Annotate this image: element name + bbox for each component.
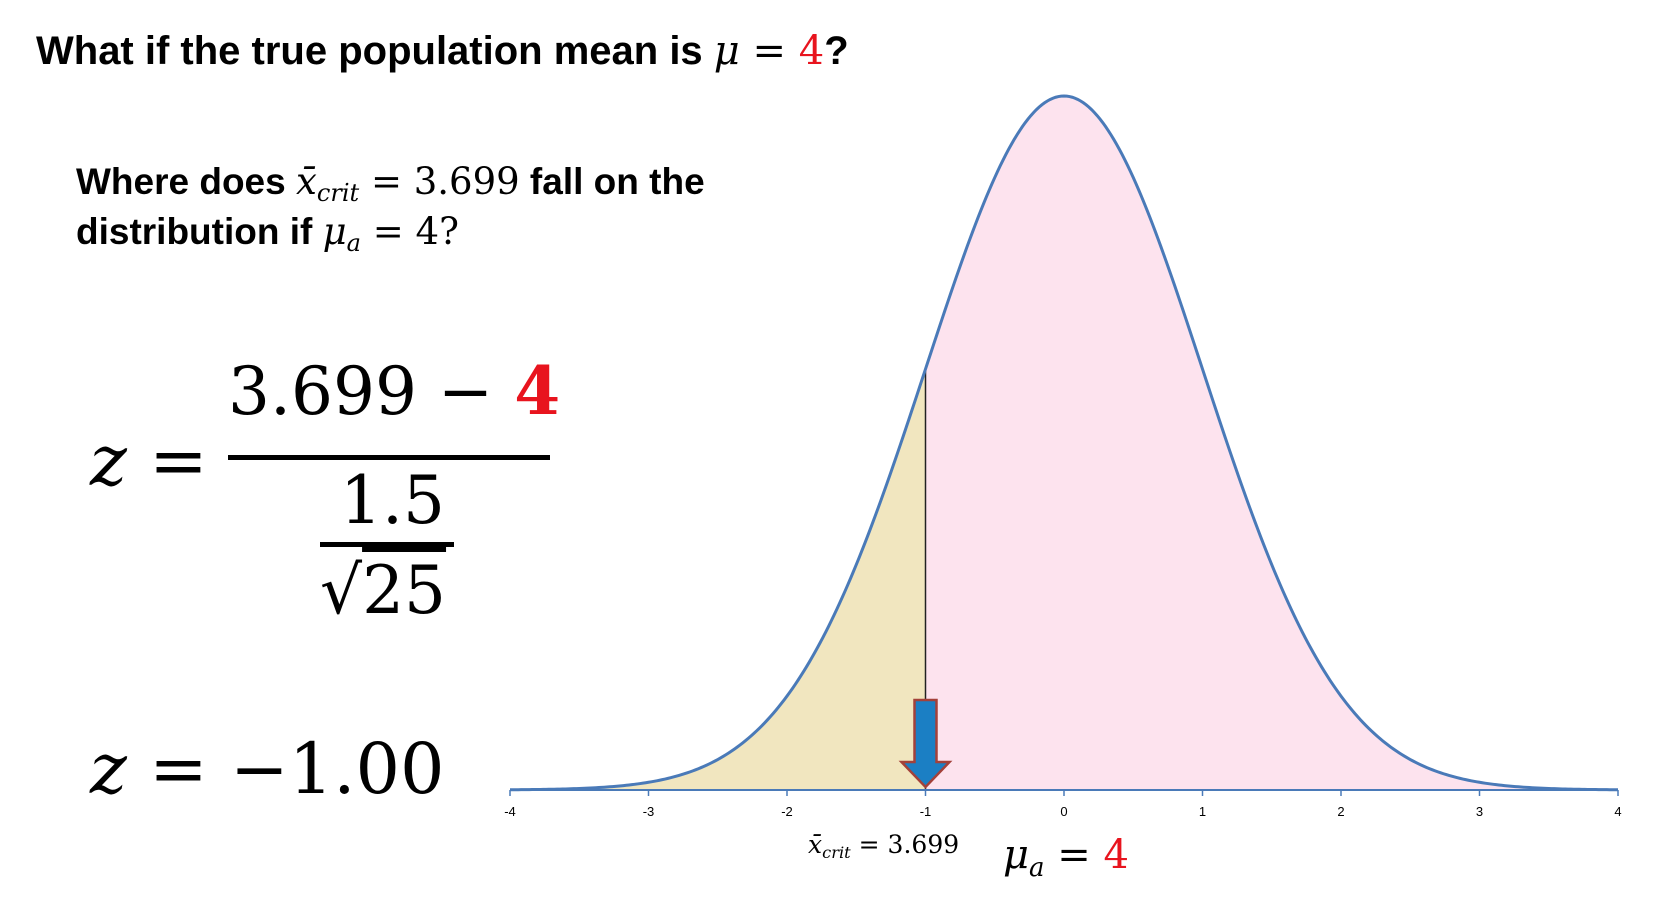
question-line-2: distribution if μa = 4? <box>76 210 459 258</box>
x-tick-label: -4 <box>504 804 516 819</box>
question-line-1: Where does x̄crit = 3.699 fall on the <box>76 160 705 208</box>
slide-title: What if the true population mean is μ = … <box>36 28 849 74</box>
xcrit-annotation: x̄crit = 3.699 <box>808 830 960 862</box>
mu-a-annotation: μa = 4 <box>1003 832 1129 883</box>
formula-denominator-top: 1.5 <box>340 462 445 539</box>
x-tick-label: 4 <box>1614 804 1621 819</box>
fraction-bar <box>228 455 550 460</box>
right-shaded-area <box>925 96 1618 790</box>
x-tick-label: -3 <box>643 804 655 819</box>
x-tick-label: -2 <box>781 804 793 819</box>
formula-lhs: z = <box>90 420 208 502</box>
x-tick-label: 3 <box>1476 804 1483 819</box>
x-tick-label: 0 <box>1060 804 1067 819</box>
x-axis-ticks: -4 -3 -2 -1 0 1 2 3 4 <box>504 790 1622 819</box>
sqrt-icon: √ <box>320 552 363 629</box>
x-tick-label: -1 <box>920 804 932 819</box>
inner-fraction-bar <box>320 542 454 547</box>
down-arrow-icon <box>898 698 953 789</box>
formula-sqrt: √25 <box>320 552 447 629</box>
formula-result: z = −1.00 <box>90 728 445 810</box>
left-shaded-area <box>510 369 926 790</box>
x-tick-label: 2 <box>1337 804 1344 819</box>
formula-numerator: 3.699 − 4 <box>228 352 561 430</box>
x-tick-label: 1 <box>1199 804 1206 819</box>
density-curve <box>509 94 1619 792</box>
